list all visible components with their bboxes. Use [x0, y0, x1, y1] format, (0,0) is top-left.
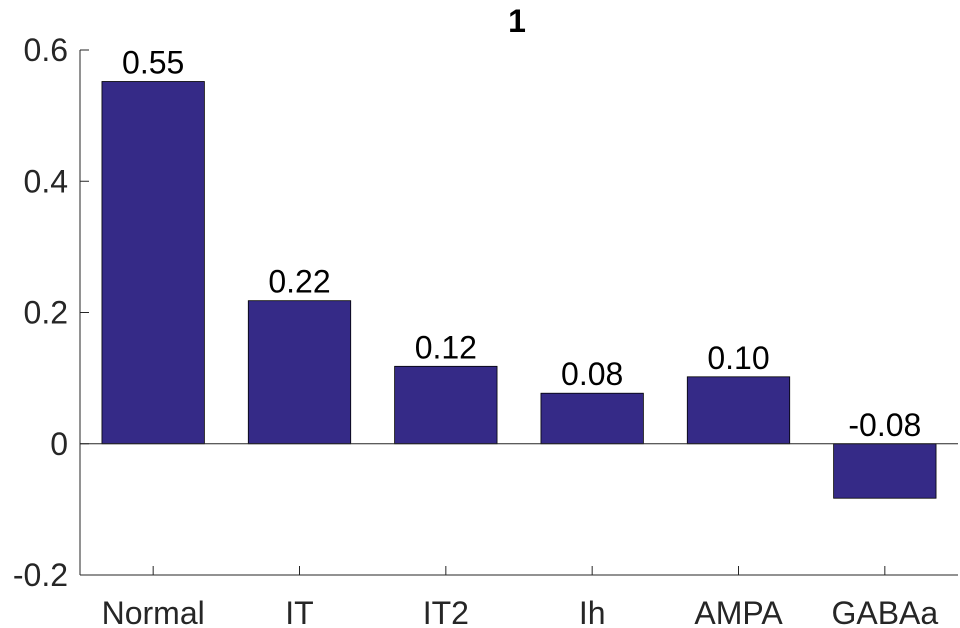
data-label-normal: 0.55 — [122, 45, 184, 81]
y-tick-label: 0.6 — [24, 32, 68, 68]
x-tick-label-it2: IT2 — [423, 595, 469, 628]
x-tick-label-it: IT — [285, 595, 313, 628]
x-tick-label-ampa: AMPA — [694, 595, 783, 628]
x-tick-label-normal: Normal — [102, 595, 205, 628]
chart-title: 1 — [508, 3, 526, 39]
bar-ampa — [686, 376, 791, 445]
data-labels-layer: 0.55 0.22 0.12 0.08 0.10 -0.08 — [122, 45, 921, 443]
bar-normal — [101, 81, 205, 445]
y-tick-label: 0 — [50, 426, 68, 462]
data-label-gabaa: -0.08 — [848, 407, 921, 443]
y-tick-label: 0.2 — [24, 295, 68, 331]
bar-ih — [540, 392, 644, 445]
data-label-it2: 0.12 — [415, 329, 477, 365]
data-label-it: 0.22 — [268, 264, 330, 300]
bar-it2 — [394, 365, 498, 445]
x-tick-label-gabaa: GABAa — [831, 595, 938, 628]
data-label-ih: 0.08 — [561, 356, 623, 392]
x-tick-label-ih: Ih — [579, 595, 606, 628]
bars-layer — [101, 81, 937, 499]
bar-gabaa — [833, 443, 937, 499]
axes-layer: -0.2 0 0.2 0.4 0.6 Normal IT IT2 Ih AMPA GABAa — [13, 32, 958, 628]
data-label-ampa: 0.10 — [707, 340, 769, 376]
y-tick-label: -0.2 — [13, 557, 68, 593]
bar-it — [247, 300, 352, 445]
y-tick-label: 0.4 — [24, 163, 68, 199]
